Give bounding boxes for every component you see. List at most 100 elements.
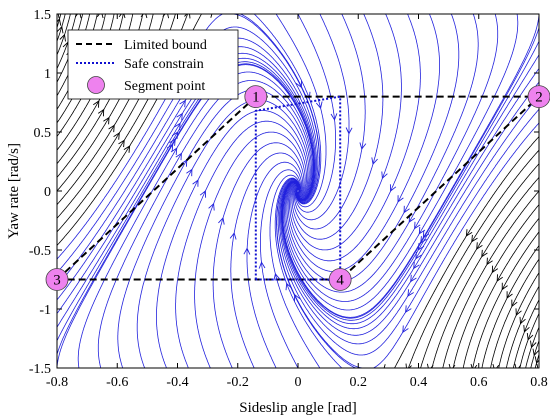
streamline [420, 163, 539, 368]
streamline-arrow [285, 282, 292, 291]
safe-constrain-line [254, 95, 342, 281]
streamline [519, 313, 539, 368]
streamline [57, 63, 314, 355]
streamline-arrow [295, 80, 302, 89]
streamline-arrow [118, 139, 125, 148]
streamline-arrow [229, 232, 237, 240]
axis-ticks: -0.8 -0.6 -0.4 -0.2 0 0.2 0.4 0.6 0.8 -1.5 -1 -0.5 0… [29, 8, 548, 390]
streamline [513, 299, 539, 368]
streamline [534, 354, 539, 368]
streamline [281, 54, 539, 325]
streamline [505, 286, 539, 368]
streamline-arrow [118, 14, 126, 19]
streamline [253, 14, 322, 205]
streamline [290, 14, 402, 251]
streamline [431, 177, 539, 368]
streamline-arrow [422, 230, 430, 239]
streamline-arrow [208, 202, 215, 211]
streamline [57, 61, 315, 341]
streamline [490, 258, 539, 368]
segment-point-marker [45, 268, 69, 291]
y-tick-label: 0 [44, 185, 51, 200]
legend-segment-point-label: Segment point [124, 79, 205, 94]
segment-point-marker [527, 85, 550, 108]
streamline-arrow [108, 124, 115, 133]
streamline-arrow [519, 316, 526, 325]
streamline [462, 217, 539, 368]
legend-segment-point-swatch [87, 76, 105, 94]
streamline-arrow [174, 122, 181, 131]
streamline-arrow [169, 138, 176, 146]
streamline-arrow [162, 14, 170, 19]
streamline-arrow [523, 325, 530, 333]
y-tick-label: -0.5 [29, 244, 51, 259]
streamline-arrow [501, 282, 508, 291]
streamline [175, 120, 307, 368]
streamline-arrow [57, 18, 62, 26]
streamline-arrow [179, 99, 186, 108]
streamline [156, 110, 309, 368]
x-tick-label: 0.2 [350, 375, 368, 390]
streamline [498, 272, 539, 368]
streamline-arrow [408, 215, 416, 223]
streamline-arrow [206, 14, 213, 18]
streamline-arrow [57, 14, 60, 19]
streamline [117, 89, 311, 368]
streamline-arrow [476, 242, 483, 250]
streamline [287, 14, 440, 272]
streamline [260, 169, 302, 368]
streamline [481, 245, 539, 368]
streamline-arrow [506, 291, 513, 299]
streamline-arrow [383, 364, 390, 368]
streamline [442, 190, 539, 368]
streamline [408, 149, 539, 368]
streamline-arrow [330, 113, 338, 121]
x-tick-label: -0.6 [106, 375, 128, 390]
streamline-arrow [304, 91, 311, 100]
streamline-arrow [397, 195, 404, 203]
streamline [472, 231, 539, 368]
streamline [294, 14, 336, 213]
legend-safe-constrain-label: Safe constrain [124, 57, 204, 72]
streamline-arrow [176, 112, 183, 121]
x-tick-label: -0.8 [46, 375, 68, 390]
streamline-arrow [405, 363, 412, 368]
streamline-arrow [526, 332, 534, 341]
streamline [57, 57, 315, 328]
streamline-arrow [315, 101, 323, 110]
x-tick-label: 0 [295, 375, 302, 390]
y-tick-label: -1 [39, 303, 51, 318]
streamline-arrow [140, 14, 148, 19]
streamline-arrow [426, 363, 434, 368]
streamline-arrow [175, 152, 182, 161]
streamline-arrow [402, 325, 409, 334]
segment-point-label: 3 [53, 273, 61, 289]
limited-bound-line [57, 95, 539, 281]
streamline [97, 80, 312, 368]
streamline [194, 131, 306, 368]
streamline [294, 14, 350, 221]
streamline [394, 136, 539, 368]
streamline-arrow [57, 25, 64, 34]
segment-point-label: 2 [535, 90, 543, 106]
y-tick-label: 1 [44, 67, 51, 82]
streamline [136, 99, 310, 368]
streamline [283, 14, 519, 311]
streamline [452, 204, 539, 368]
streamline [285, 14, 479, 293]
streamline [274, 177, 343, 368]
x-tick-label: 0.4 [410, 375, 428, 390]
y-tick-label: 0.5 [34, 126, 52, 141]
streamline-arrow [486, 257, 493, 266]
segment-point-marker [328, 268, 352, 291]
streamline-arrow [410, 274, 417, 283]
streamline-arrow [481, 249, 488, 258]
streamline [292, 14, 366, 230]
streamline-arrow [405, 305, 412, 313]
streamline-arrow [448, 363, 456, 368]
streamline-arrow [59, 33, 66, 42]
streamline-arrow [414, 221, 421, 230]
streamline-arrow [534, 356, 539, 364]
y-axis-label: Yaw rate [rad/s] [6, 143, 22, 239]
